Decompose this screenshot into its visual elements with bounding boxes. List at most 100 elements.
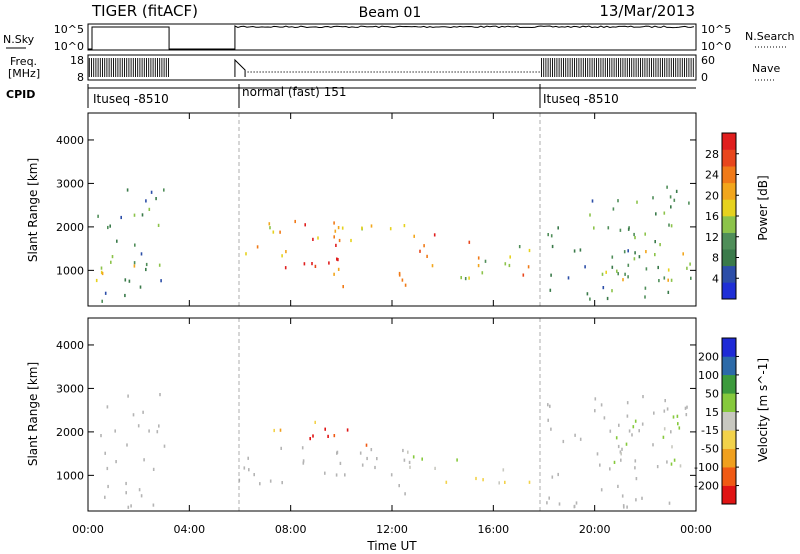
echo-cell [338, 238, 341, 243]
echo-cell [248, 468, 250, 472]
colorbar-tick-label: 24 [705, 169, 719, 182]
echo-cell [616, 269, 618, 273]
echo-cell [666, 407, 669, 411]
echo-cell [668, 223, 670, 227]
echo-cell [498, 481, 500, 485]
echo-cell [139, 285, 142, 289]
echo-cell [346, 428, 349, 432]
echo-cell [141, 213, 144, 217]
echo-cell [279, 230, 281, 234]
nave-tick-bottom: 0 [701, 71, 708, 84]
power-scatter [95, 185, 692, 303]
echo-cell [611, 255, 614, 259]
echo-cell [606, 296, 609, 301]
echo-cell [158, 263, 161, 267]
echo-cell [419, 249, 421, 253]
echo-cell [333, 272, 335, 276]
echo-cell [653, 411, 655, 415]
echo-cell [550, 427, 552, 431]
echo-cell [589, 213, 591, 217]
echo-cell [333, 434, 336, 438]
echo-cell [148, 207, 151, 211]
colorbar-swatch [722, 199, 736, 217]
echo-cell [549, 288, 552, 292]
echo-cell [312, 434, 314, 438]
echo-cell [599, 463, 601, 467]
echo-cell [481, 271, 484, 275]
echo-cell [398, 484, 400, 488]
echo-cell [657, 265, 659, 270]
x-tick-label: 00:00 [72, 523, 104, 536]
echo-cell [324, 471, 326, 475]
echo-cell [156, 430, 159, 434]
echo-cell [686, 266, 688, 270]
echo-cell [671, 445, 673, 449]
echo-cell [574, 433, 576, 437]
echo-cell [522, 273, 525, 277]
velocity-y-axis: 1000 2000 3000 4000 [56, 339, 696, 482]
echo-cell [504, 262, 507, 266]
echo-cell [662, 435, 665, 439]
echo-cell [403, 458, 406, 462]
echo-cell [634, 419, 637, 423]
freq-sweep [541, 58, 694, 77]
echo-cell [268, 222, 271, 226]
echo-cell [140, 252, 143, 256]
y-tick-label: 3000 [56, 177, 84, 190]
colorbar-swatch [722, 485, 736, 505]
echo-cell [626, 414, 629, 418]
echo-cell [434, 466, 436, 470]
echo-cell [666, 185, 668, 189]
echo-cell [634, 459, 637, 463]
echo-cell [547, 233, 549, 237]
echo-cell [339, 461, 342, 465]
echo-cell [558, 502, 561, 506]
echo-cell [423, 244, 425, 248]
velocity-ylabel: Slant Range [km] [26, 362, 40, 466]
echo-cell [374, 465, 376, 470]
echo-cell [365, 443, 368, 447]
echo-cell [550, 273, 552, 277]
echo-cell [527, 265, 530, 269]
echo-cell [567, 276, 570, 280]
figure-title: TIGER (fitACF) [91, 2, 198, 20]
echo-cell [600, 403, 603, 407]
echo-cell [337, 226, 340, 230]
echo-cell [350, 238, 352, 243]
echo-cell [259, 482, 261, 486]
echo-cell [309, 437, 311, 441]
colorbar-swatch [722, 249, 736, 267]
echo-cell [594, 409, 596, 413]
echo-cell [663, 409, 666, 413]
echo-cell [100, 266, 103, 270]
power-ylabel: Slant Range [km] [26, 158, 40, 262]
echo-cell [548, 496, 550, 500]
echo-cell [638, 429, 640, 433]
echo-cell [518, 245, 521, 249]
echo-cell [652, 443, 654, 447]
echo-cell [402, 448, 404, 453]
echo-cell [634, 466, 636, 470]
nsky-panel: N.Sky 10^5 10^0 10^5 10^0 N.Search [3, 23, 795, 53]
cpid-segment-3: Ituseq -8510 [543, 92, 619, 106]
echo-cell [413, 234, 415, 238]
echo-cell [654, 253, 656, 257]
echo-cell [636, 200, 638, 204]
echo-cell [336, 257, 338, 261]
y-tick-label: 3000 [56, 382, 84, 395]
velocity-x-axis: 00:00 04:00 08:00 12:00 16:00 20:00 00:00 [72, 318, 712, 536]
velocity-scatter [100, 393, 688, 509]
echo-cell [635, 498, 637, 502]
echo-cell [645, 250, 647, 254]
echo-cell [464, 277, 467, 281]
echo-cell [528, 480, 531, 484]
echo-cell [140, 494, 143, 498]
echo-cell [673, 458, 676, 462]
echo-cell [311, 262, 313, 266]
echo-cell [133, 264, 136, 268]
echo-cell [324, 427, 326, 431]
echo-cell [145, 262, 148, 267]
echo-cell [615, 436, 618, 440]
echo-cell [335, 243, 337, 247]
x-tick-label: 20:00 [579, 523, 611, 536]
